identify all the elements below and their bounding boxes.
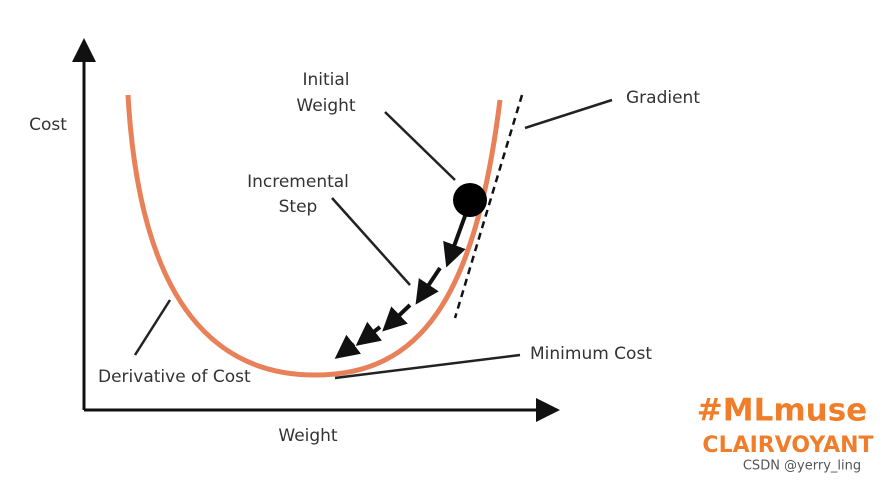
step-arrow [334, 334, 361, 359]
pointer-line [524, 98, 613, 130]
brand: CLAIRVOYANT [702, 433, 873, 458]
cost-curve [125, 94, 503, 378]
annotation: Weight [296, 96, 356, 116]
initial-weight-ball [453, 183, 487, 217]
x-axis-label: Weight [278, 426, 338, 446]
pointer-line [331, 197, 411, 286]
incremental-steps [334, 215, 467, 359]
step-arrow [382, 303, 412, 332]
hashtag: #MLmuse [697, 393, 867, 429]
watermark: CSDN @yerry_ling [743, 459, 861, 474]
step-arrow [415, 266, 442, 305]
annotation: Initial [302, 70, 349, 90]
gradient-tangent [453, 94, 524, 319]
step-arrow [443, 215, 467, 268]
y-axis-label: Cost [29, 115, 67, 135]
pointer-line [384, 111, 456, 181]
annotation: Incremental [247, 172, 349, 192]
pointer-line [133, 299, 172, 356]
annotation: Step [279, 197, 318, 217]
step-arrow [355, 321, 382, 346]
annotation: Minimum Cost [530, 344, 652, 364]
pointer-line [334, 353, 521, 380]
annotation: Derivative of Cost [98, 367, 251, 387]
annotation: Gradient [626, 88, 700, 108]
